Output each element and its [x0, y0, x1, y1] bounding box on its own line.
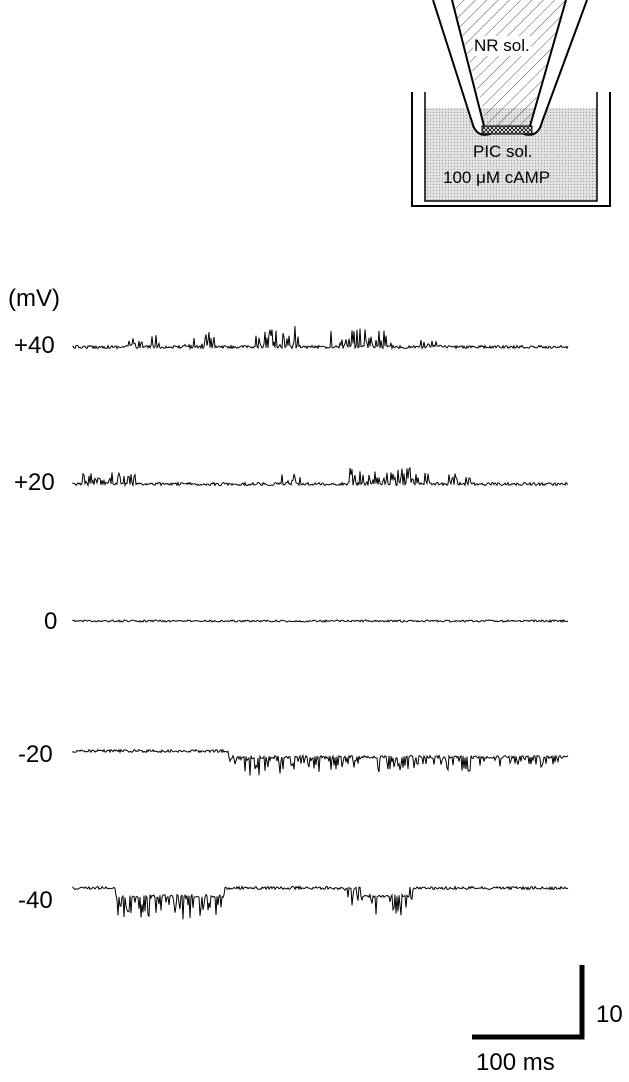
trace-minus40 [72, 885, 569, 920]
trace-0 [72, 618, 569, 623]
trace-minus20 [72, 748, 569, 776]
bath-solution-label: PIC sol. [473, 142, 533, 161]
bath-cAMP-label: 100 μM cAMP [443, 168, 551, 187]
voltage-label-plus20: +20 [14, 469, 55, 496]
scale-bar-horizontal-label: 100 ms [476, 1049, 555, 1076]
scale-bar [472, 965, 585, 1040]
voltage-label-plus40: +40 [14, 332, 55, 359]
trace-plus20 [72, 466, 569, 488]
bath-container [411, 92, 611, 207]
voltage-label-0: 0 [44, 608, 58, 635]
scale-bar-vertical-label: 10 [596, 1001, 623, 1028]
trace-plus40 [72, 326, 569, 351]
voltage-unit-label: (mV) [8, 285, 60, 312]
voltage-label-minus20: -20 [18, 741, 53, 768]
pipette-solution-label: NR sol. [473, 36, 531, 56]
pipette-interior [452, 0, 566, 126]
membrane-patch [481, 125, 533, 135]
voltage-label-minus40: -40 [18, 887, 53, 914]
